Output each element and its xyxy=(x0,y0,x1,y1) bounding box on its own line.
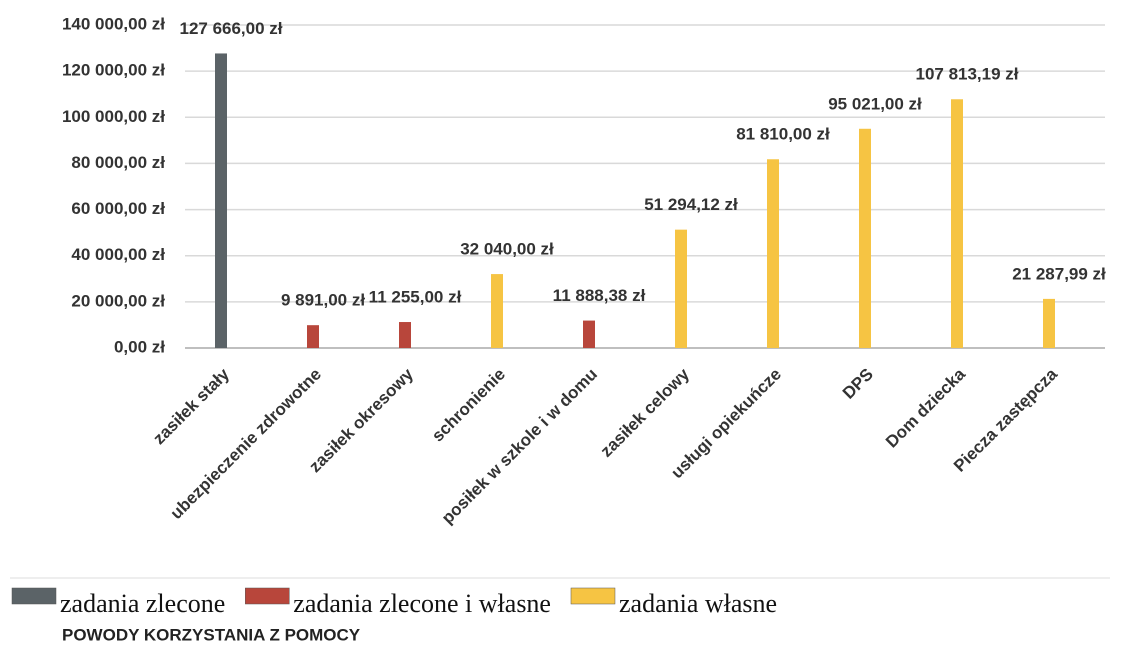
y-tick-label: 80 000,00 zł xyxy=(71,153,165,172)
y-tick-label: 140 000,00 zł xyxy=(62,14,165,33)
data-label: 95 021,00 zł xyxy=(828,94,922,113)
bar xyxy=(675,229,687,348)
x-tick-label: zasiłek celowy xyxy=(597,364,694,461)
data-label: 32 040,00 zł xyxy=(460,240,554,259)
bar xyxy=(1043,298,1055,348)
x-tick-label: posiłek w szkole i w domu xyxy=(438,365,601,528)
legend-swatch xyxy=(11,587,57,605)
legend-swatch xyxy=(570,587,616,605)
data-label: 11 888,38 zł xyxy=(553,286,646,305)
legend-label: zadania zlecone i własne xyxy=(293,589,551,618)
y-tick-label: 0,00 zł xyxy=(114,337,165,356)
x-tick-label: ubezpieczenie zdrowotne xyxy=(167,365,325,523)
bar xyxy=(859,128,871,348)
x-tick-label: Dom dziecka xyxy=(882,364,969,451)
chart-title: POWODY KORZYSTANIA Z POMOCY xyxy=(62,625,361,644)
data-label: 107 813,19 zł xyxy=(915,65,1018,84)
data-label: 81 810,00 zł xyxy=(736,125,830,144)
x-tick-label: zasiłek okresowy xyxy=(305,364,417,476)
x-tick-label: schronienie xyxy=(428,365,509,446)
x-tick-label: zasiłek stały xyxy=(149,364,233,448)
legend-label: zadania zlecone xyxy=(60,589,225,618)
y-tick-label: 20 000,00 zł xyxy=(71,291,165,310)
bar xyxy=(491,274,503,348)
legend-label: zadania własne xyxy=(619,589,777,618)
data-label: 127 666,00 zł xyxy=(179,19,282,38)
y-tick-label: 60 000,00 zł xyxy=(71,199,165,218)
data-label: 9 891,00 zł xyxy=(281,291,365,310)
data-label: 11 255,00 zł xyxy=(369,288,462,307)
x-tick-label: DPS xyxy=(839,365,877,403)
bar xyxy=(583,320,595,348)
y-tick-label: 100 000,00 zł xyxy=(62,107,165,126)
y-tick-label: 120 000,00 zł xyxy=(62,61,165,80)
bar xyxy=(215,53,227,348)
legend-swatch xyxy=(245,587,290,605)
x-tick-label: Piecza zastępcza xyxy=(950,364,1061,475)
bar xyxy=(951,99,963,348)
y-tick-label: 40 000,00 zł xyxy=(71,245,165,264)
bar xyxy=(307,325,319,348)
bar xyxy=(399,322,411,348)
data-label: 21 287,99 zł xyxy=(1012,264,1106,283)
data-label: 51 294,12 zł xyxy=(644,195,738,214)
bar xyxy=(767,159,779,348)
